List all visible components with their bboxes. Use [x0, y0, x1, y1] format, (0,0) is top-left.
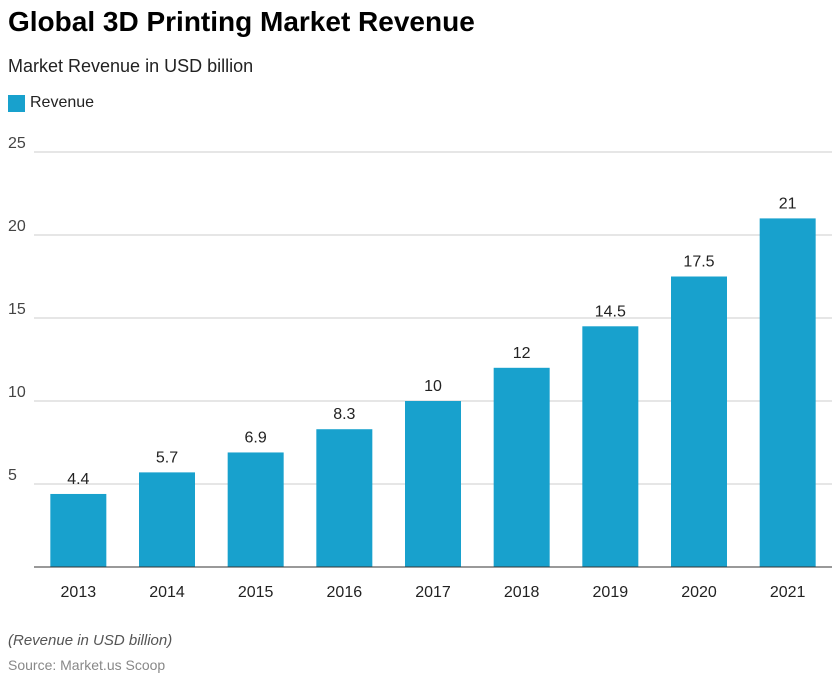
y-tick-label: 25	[8, 135, 26, 152]
data-label: 14.5	[595, 303, 626, 320]
x-tick-label: 2019	[593, 584, 629, 601]
bar	[50, 493, 107, 567]
x-tick-label: 2015	[238, 584, 274, 601]
bar	[582, 326, 639, 567]
y-tick-label: 5	[8, 467, 17, 484]
bar	[405, 401, 461, 567]
bar	[759, 218, 816, 567]
data-label: 21	[779, 195, 797, 212]
x-tick-label: 2020	[681, 584, 717, 601]
data-label: 17.5	[683, 254, 714, 271]
x-tick-label: 2018	[504, 584, 540, 601]
data-label: 10	[424, 378, 442, 395]
y-tick-label: 10	[8, 384, 26, 401]
data-label: 4.4	[67, 471, 89, 488]
y-tick-label: 20	[8, 218, 26, 235]
legend-label: Revenue	[30, 94, 95, 111]
legend: Revenue	[8, 94, 94, 112]
data-label: 8.3	[333, 406, 355, 423]
bar	[316, 429, 373, 567]
data-label: 5.7	[156, 449, 178, 466]
legend-swatch	[8, 94, 25, 112]
chart-subtitle: Market Revenue in USD billion	[8, 56, 254, 76]
x-tick-label: 2017	[415, 584, 451, 601]
x-tick-label: 2014	[149, 584, 185, 601]
chart-note: (Revenue in USD billion)	[8, 632, 173, 649]
x-tick-label: 2016	[327, 584, 363, 601]
x-tick-label: 2021	[770, 584, 806, 601]
bar	[139, 472, 195, 567]
x-tick-label: 2013	[61, 584, 97, 601]
bar	[493, 367, 550, 567]
data-label: 6.9	[245, 429, 267, 446]
y-tick-label: 15	[8, 301, 26, 318]
bar	[671, 276, 727, 567]
chart-source: Source: Market.us Scoop	[8, 657, 166, 673]
data-label: 12	[513, 345, 531, 362]
chart-title: Global 3D Printing Market Revenue	[8, 6, 475, 37]
bar	[227, 452, 284, 567]
